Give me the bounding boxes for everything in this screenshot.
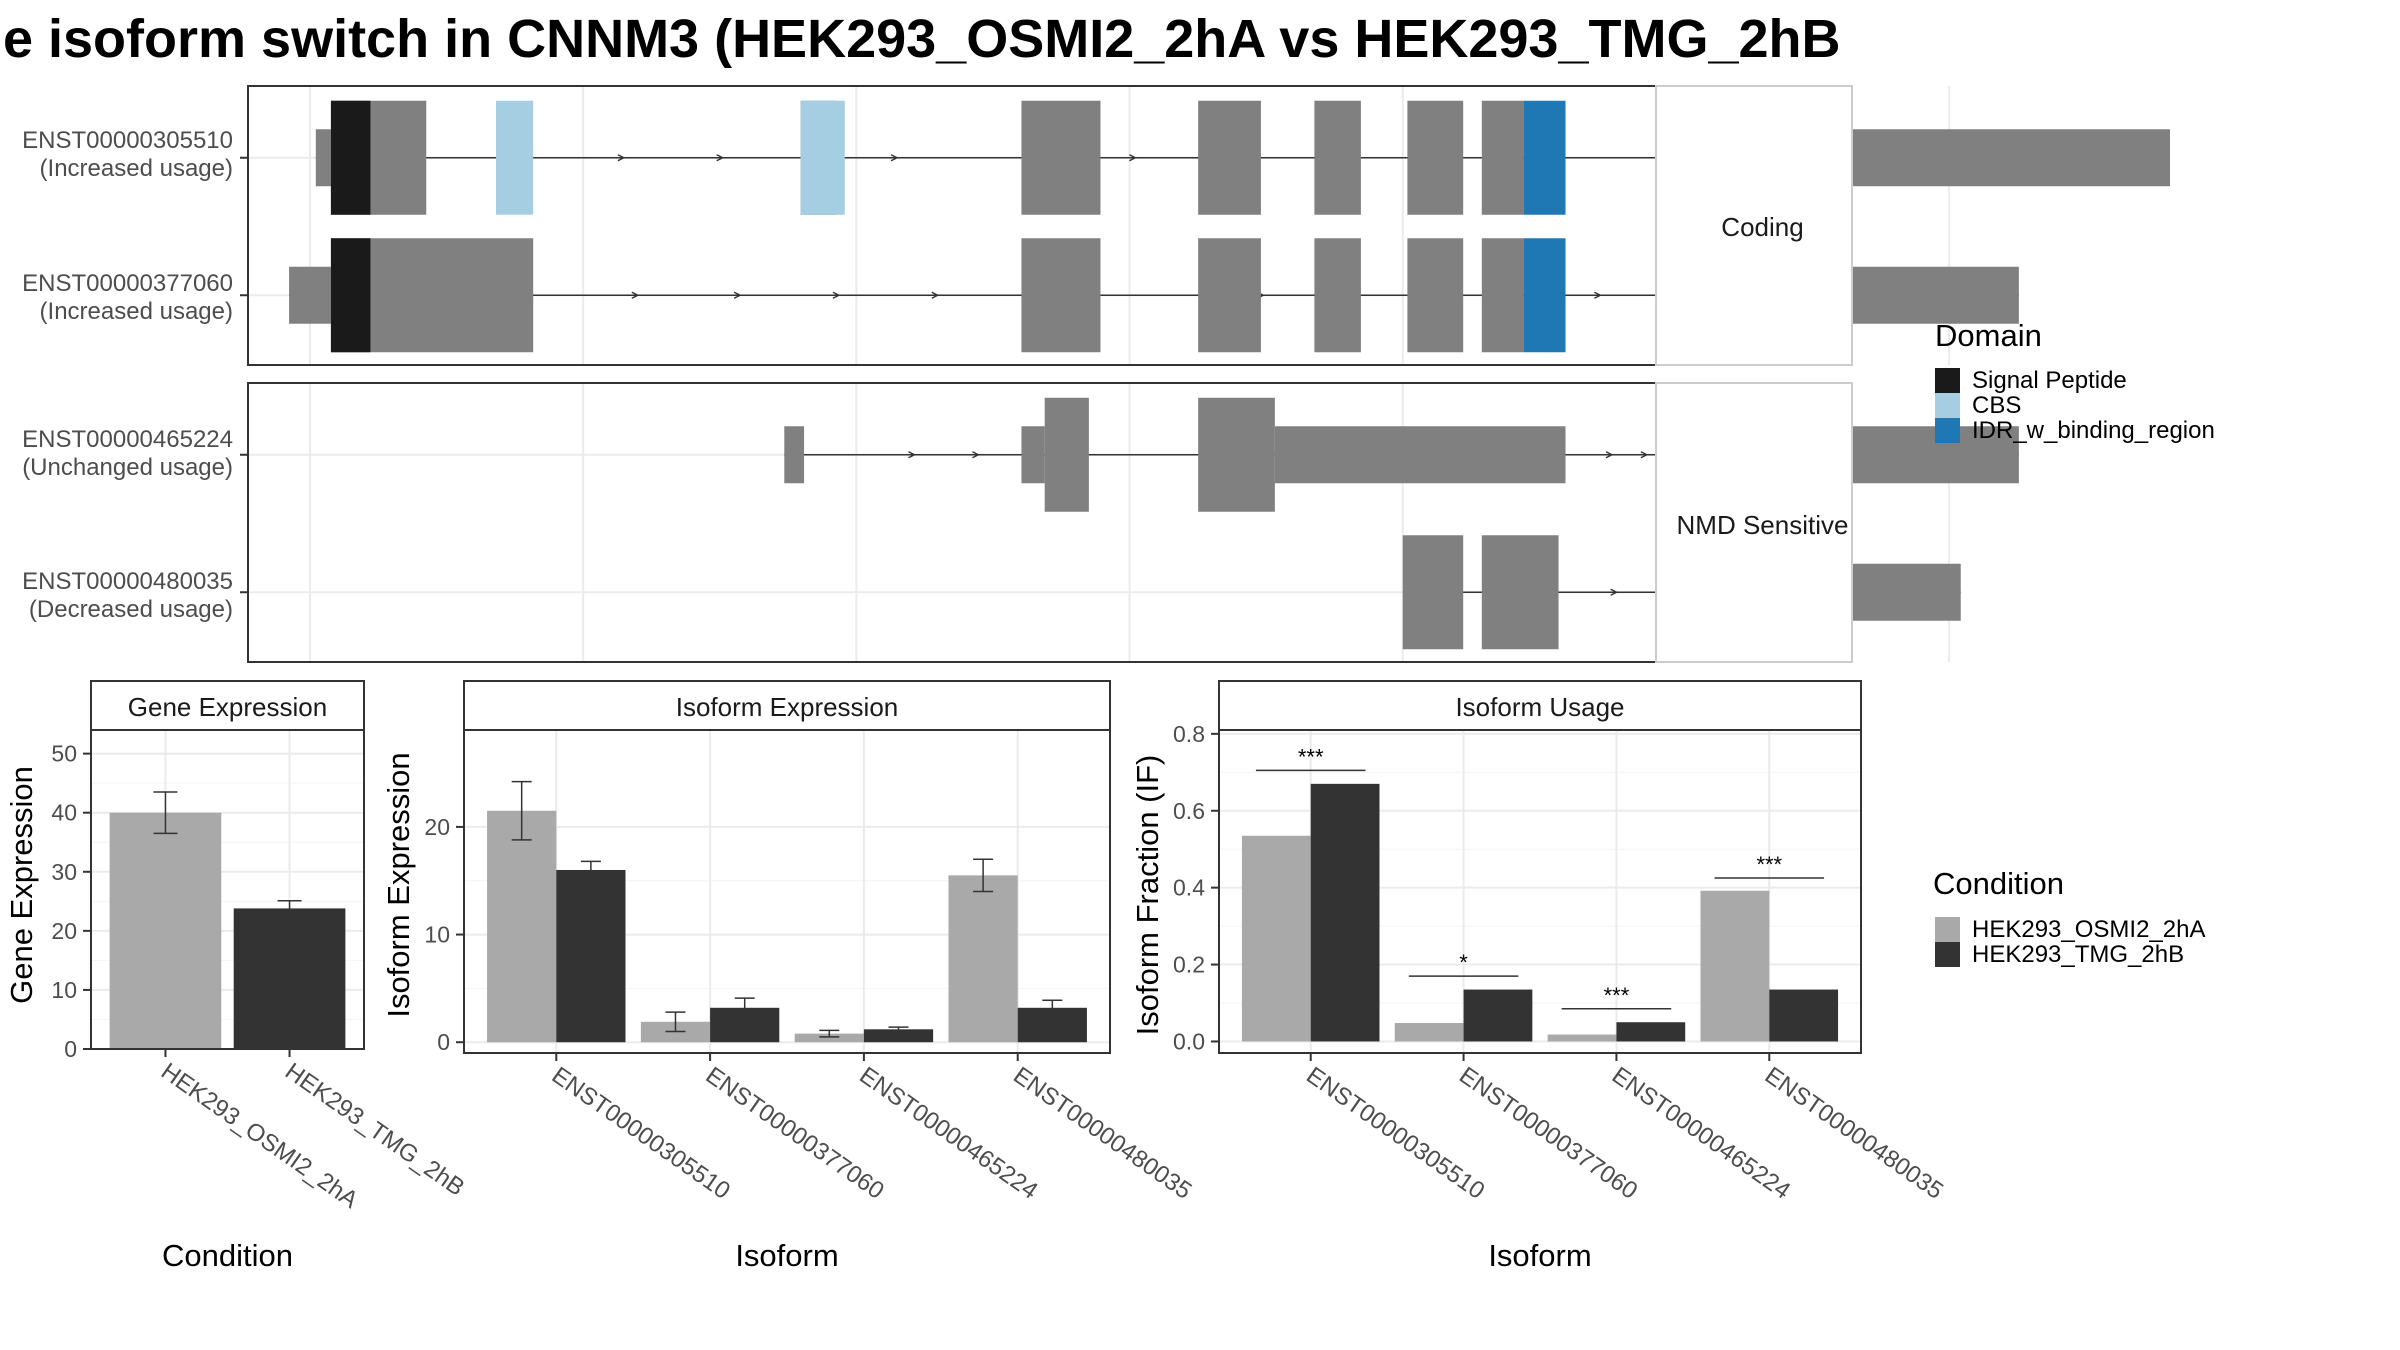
bar-hek293-tmg-2hb (1769, 989, 1839, 1042)
strand-arrow (631, 291, 640, 299)
bar-hek293-osmi2-2ha (1700, 890, 1770, 1042)
coding-exon (1407, 238, 1464, 353)
domain-cbs (800, 100, 845, 215)
domain-cbs (496, 100, 534, 215)
significance-label: * (1459, 950, 1468, 975)
strand-arrow (733, 291, 742, 299)
panel-strip (90, 680, 365, 731)
bar-hek293-osmi2-2ha (1394, 1023, 1464, 1042)
utr-exon (1021, 426, 1045, 484)
y-tick-label: 0.2 (1173, 952, 1205, 978)
bar-hek293-tmg-2hb (863, 1029, 934, 1043)
coding-exon (1481, 100, 1524, 215)
significance-label: *** (1604, 983, 1630, 1008)
coding-exon (1198, 238, 1261, 353)
strand-arrow (1605, 451, 1614, 459)
bar-gene-expression (109, 812, 222, 1049)
significance-label: *** (1756, 852, 1782, 877)
strand-arrow (617, 154, 626, 162)
strand-arrow (931, 291, 940, 299)
coding-exon (1481, 535, 1559, 650)
y-tick-label: 30 (51, 859, 77, 885)
coding-exon (1407, 100, 1464, 215)
y-tick-label: 0.0 (1173, 1028, 1205, 1054)
bar-hek293-tmg-2hb (1463, 989, 1533, 1042)
coding-exon (1044, 397, 1089, 512)
strand-arrow (972, 451, 981, 459)
y-tick-label: 0.6 (1173, 798, 1205, 824)
strand-arrow (716, 154, 725, 162)
strand-arrow (1640, 451, 1649, 459)
bar-hek293-osmi2-2ha (1547, 1034, 1617, 1042)
bar-hek293-osmi2-2ha (487, 810, 557, 1043)
facet-strip (1655, 382, 1853, 663)
panel-border (90, 729, 365, 1050)
coding-exon (1021, 100, 1101, 215)
coding-exon (1314, 100, 1361, 215)
bar-gene-expression (233, 908, 346, 1049)
strand-arrow (1129, 154, 1137, 162)
bar-hek293-tmg-2hb (1616, 1022, 1686, 1042)
utr-exon (784, 426, 805, 484)
bar-hek293-osmi2-2ha (948, 875, 1018, 1043)
y-tick-label: 20 (51, 918, 77, 944)
y-tick-label: 50 (51, 741, 77, 767)
strand-arrow (890, 154, 899, 162)
y-tick-label: 40 (51, 800, 77, 826)
coding-exon (1198, 397, 1275, 512)
strand-arrow (832, 291, 841, 299)
panel-strip (463, 680, 1111, 731)
strand-arrow (1610, 588, 1619, 596)
strand-arrow (908, 451, 917, 459)
y-tick-label: 10 (51, 977, 77, 1003)
utr-exon (289, 266, 331, 324)
domain-idr-w-binding-region (1523, 100, 1566, 215)
panel-border (463, 729, 1111, 1054)
significance-label: *** (1298, 744, 1324, 769)
coding-exon (1402, 535, 1464, 650)
bar-hek293-osmi2-2ha (794, 1033, 864, 1043)
domain-signal-peptide (330, 100, 371, 215)
bar-hek293-osmi2-2ha (1241, 835, 1311, 1042)
coding-exon (1314, 238, 1361, 353)
coding-exon (1021, 238, 1101, 353)
panel-border (1218, 729, 1862, 1054)
y-tick-label: 0 (64, 1036, 77, 1062)
panel-strip (1218, 680, 1862, 731)
y-tick-label: 10 (424, 922, 450, 948)
utr-exon (315, 129, 331, 187)
y-tick-label: 0.4 (1173, 875, 1205, 901)
bar-hek293-tmg-2hb (1310, 783, 1380, 1042)
y-tick-label: 20 (424, 814, 450, 840)
facet-strip (1655, 85, 1853, 366)
strand-arrow (1594, 291, 1602, 299)
utr-exon (1274, 426, 1566, 484)
bar-hek293-tmg-2hb (556, 869, 626, 1043)
domain-signal-peptide (330, 238, 371, 353)
coding-exon (1481, 238, 1524, 353)
coding-exon (1198, 100, 1261, 215)
domain-idr-w-binding-region (1523, 238, 1566, 353)
x-tick-label: HEK293_OSMI2_2hA (156, 1058, 363, 1214)
y-tick-label: 0.8 (1173, 721, 1205, 747)
y-tick-label: 0 (437, 1029, 450, 1055)
